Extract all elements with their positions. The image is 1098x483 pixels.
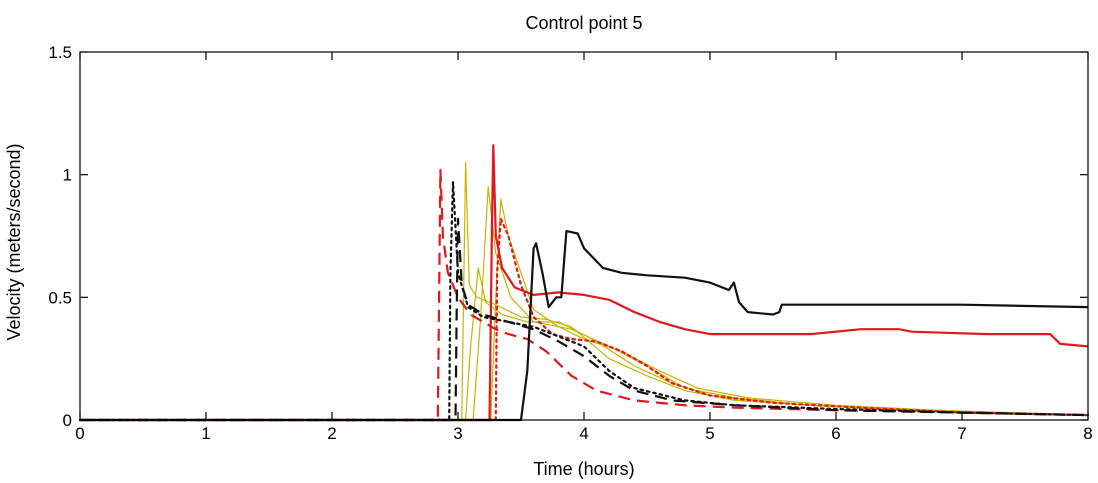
series-layer	[78, 144, 1090, 422]
series-line-5	[80, 144, 1089, 422]
x-tick-label: 3	[453, 424, 462, 443]
x-tick-label: 0	[75, 424, 84, 443]
y-axis-label: Velocity (meters/second)	[4, 143, 24, 340]
x-tick-label: 1	[201, 424, 210, 443]
x-tick-label: 2	[327, 424, 336, 443]
series-line-2	[80, 267, 1089, 421]
chart-title: Control point 5	[525, 13, 642, 33]
x-tick-label: 8	[1083, 424, 1092, 443]
ticks-layer: 0 1 2 3 4 5 6 7 8 0 0.5 1 1.5	[48, 43, 1092, 443]
series-line-6	[80, 168, 1089, 422]
series-line-3	[80, 186, 1089, 421]
y-tick-label: 1	[63, 166, 72, 185]
y-tick-label: 1.5	[48, 43, 72, 62]
series-line-7	[78, 217, 1090, 422]
y-tick-label: 0.5	[48, 288, 72, 307]
plot-frame	[79, 51, 1089, 421]
x-axis-label: Time (hours)	[533, 459, 634, 479]
x-tick-label: 4	[579, 424, 588, 443]
x-tick-label: 7	[957, 424, 966, 443]
x-tick-label: 6	[831, 424, 840, 443]
series-line-10	[78, 180, 1090, 422]
series-line-1	[80, 161, 1089, 421]
y-tick-label: 0	[63, 411, 72, 430]
x-tick-label: 5	[705, 424, 714, 443]
series-line-8	[80, 230, 1089, 422]
series-line-4	[80, 198, 1089, 421]
